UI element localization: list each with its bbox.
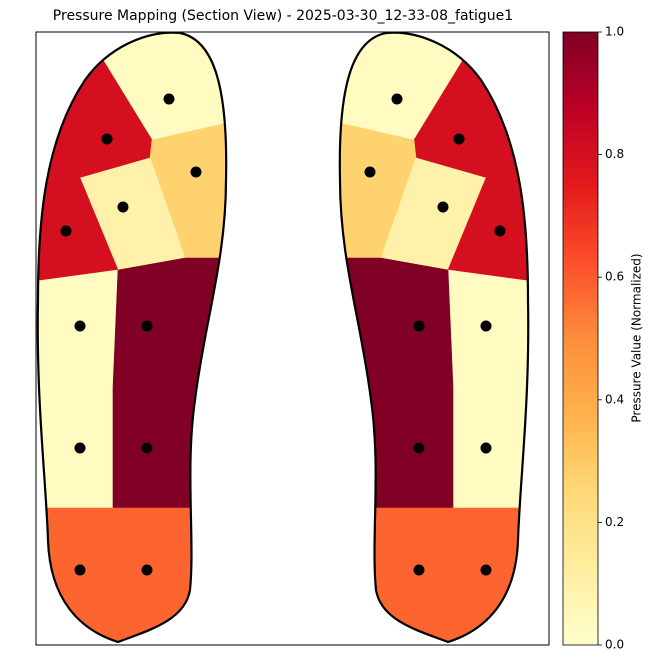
pressure-region <box>37 507 114 642</box>
pressure-region <box>447 269 529 388</box>
sensor-dot <box>437 201 449 213</box>
sensor-dot <box>480 320 492 332</box>
colorbar-tick-label: 0.2 <box>605 515 624 529</box>
foot-outline <box>36 31 228 644</box>
colorbar <box>562 31 599 646</box>
sensor-dot <box>364 166 376 178</box>
foot-outline <box>338 31 530 644</box>
plot-frame <box>35 31 550 646</box>
sensor-dot <box>74 442 86 454</box>
sensor-dot <box>413 564 425 576</box>
sensor-dot <box>101 133 113 145</box>
pressure-region <box>339 507 454 642</box>
colorbar-tick-label: 0.0 <box>605 638 624 652</box>
colorbar-tick-label: 0.6 <box>605 270 624 284</box>
colorbar-tick-label: 0.4 <box>605 392 624 406</box>
colorbar-tick-label: 0.8 <box>605 147 624 161</box>
sensor-dot <box>480 564 492 576</box>
pressure-region <box>339 386 454 509</box>
right-foot <box>338 31 530 644</box>
sensor-dot <box>391 93 403 105</box>
sensor-dot <box>494 225 506 237</box>
sensor-dot <box>60 225 72 237</box>
sensor-dot <box>480 442 492 454</box>
pressure-region <box>37 269 119 388</box>
pressure-region <box>112 257 227 388</box>
sensor-dot <box>163 93 175 105</box>
sensor-dot <box>413 320 425 332</box>
sensor-dot <box>117 201 129 213</box>
sensor-dot <box>74 320 86 332</box>
sensor-dot <box>74 564 86 576</box>
colorbar-label: Pressure Value (Normalized) <box>630 253 644 422</box>
pressure-region <box>452 507 529 642</box>
sensor-dot <box>141 442 153 454</box>
left-foot <box>36 31 228 644</box>
pressure-region <box>112 507 227 642</box>
chart-title: Pressure Mapping (Section View) - 2025-0… <box>53 8 513 24</box>
sensor-dot <box>413 442 425 454</box>
sensor-dot <box>141 564 153 576</box>
sensor-dot <box>141 320 153 332</box>
sensor-dot <box>453 133 465 145</box>
pressure-region <box>112 386 227 509</box>
colorbar-tick-label: 1.0 <box>605 25 624 39</box>
sensor-dot <box>190 166 202 178</box>
pressure-region <box>339 257 454 388</box>
